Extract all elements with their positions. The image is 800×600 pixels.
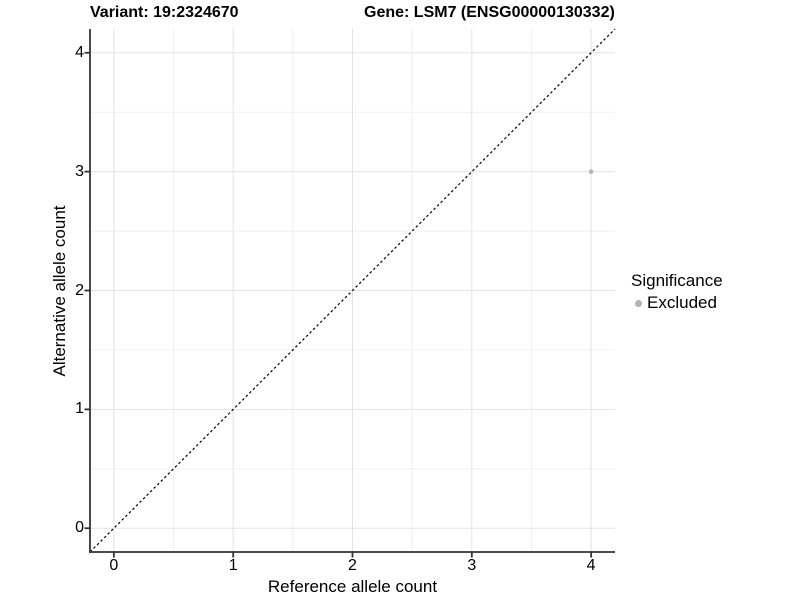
y-axis-title: Alternative allele count bbox=[50, 205, 69, 377]
identity-reference-line bbox=[89, 28, 616, 553]
x-axis-title: Reference allele count bbox=[267, 577, 438, 596]
legend-point-icon bbox=[635, 299, 642, 307]
x-tick-label: 3 bbox=[467, 557, 477, 574]
y-tick-label: 4 bbox=[75, 43, 84, 61]
x-tick-label: 0 bbox=[109, 557, 119, 574]
y-tick-label: 3 bbox=[75, 162, 84, 180]
legend-item-excluded: Excluded bbox=[631, 293, 723, 313]
legend-title: Significance bbox=[631, 271, 723, 290]
y-tick-label: 1 bbox=[75, 400, 84, 418]
data-point bbox=[588, 169, 594, 174]
gene-title: Gene: LSM7 (ENSG00000130332) bbox=[364, 4, 615, 21]
y-tick-label: 2 bbox=[75, 281, 84, 299]
legend: Significance Excluded bbox=[631, 271, 723, 313]
legend-item-label: Excluded bbox=[647, 293, 717, 312]
x-tick-label: 4 bbox=[586, 557, 596, 574]
y-tick-label: 0 bbox=[75, 519, 84, 537]
variant-title: Variant: 19:2324670 bbox=[90, 4, 239, 21]
x-tick-label: 1 bbox=[228, 557, 238, 574]
x-tick-label: 2 bbox=[348, 557, 357, 574]
